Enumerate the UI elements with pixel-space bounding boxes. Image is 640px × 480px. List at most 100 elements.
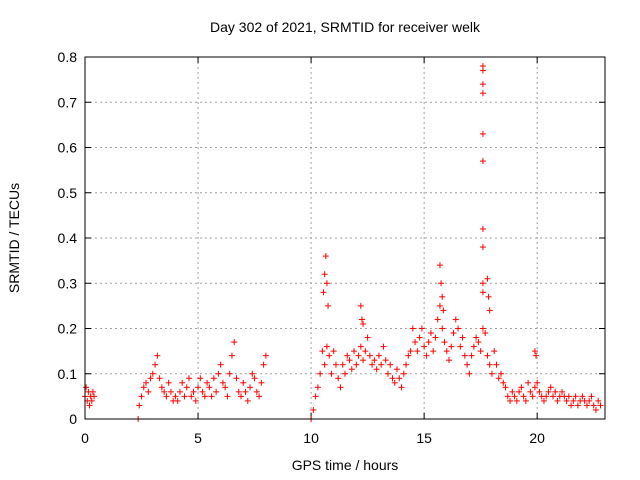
data-point	[357, 302, 364, 309]
data-point	[206, 384, 213, 391]
data-point	[430, 348, 437, 355]
data-point	[588, 393, 595, 400]
data-point	[595, 397, 602, 404]
data-point	[328, 370, 335, 377]
data-point	[149, 370, 156, 377]
data-point	[491, 348, 498, 355]
data-point	[174, 397, 181, 404]
data-point	[199, 388, 206, 395]
data-point	[319, 348, 326, 355]
data-point	[83, 384, 90, 391]
data-point	[475, 339, 482, 346]
y-tick-label: 0.5	[58, 185, 78, 201]
data-point	[332, 361, 339, 368]
data-point	[219, 379, 226, 386]
data-point	[412, 339, 419, 346]
data-point	[360, 357, 367, 364]
data-point	[262, 352, 269, 359]
data-point	[568, 402, 575, 409]
data-point	[459, 334, 466, 341]
data-point	[479, 225, 486, 232]
axis-ticks: 0 0.1 0.2 0.3 0.4 0.5 0.6 0.7 0.8 0 5 10 15 20	[58, 49, 605, 446]
data-point	[452, 316, 459, 323]
data-point	[522, 397, 529, 404]
y-tick-label: 0.6	[58, 140, 78, 156]
data-point	[421, 343, 428, 350]
data-point	[448, 343, 455, 350]
data-point	[373, 366, 380, 373]
data-point	[378, 361, 385, 368]
data-point	[545, 388, 552, 395]
data-point	[531, 348, 538, 355]
x-tick-label: 15	[416, 430, 432, 446]
data-point	[325, 302, 332, 309]
data-point	[498, 370, 504, 377]
data-point	[563, 397, 570, 404]
data-point	[353, 361, 360, 368]
data-point	[238, 393, 244, 400]
x-tick-label: 5	[194, 430, 202, 446]
data-point	[348, 366, 355, 373]
data-point	[527, 388, 534, 395]
data-point	[88, 397, 95, 404]
data-point	[188, 393, 195, 400]
data-point	[518, 384, 525, 391]
data-point	[423, 352, 430, 359]
data-point	[317, 370, 324, 377]
data-point	[145, 388, 152, 395]
data-point	[482, 330, 489, 337]
y-tick-label: 0	[69, 411, 77, 427]
data-point	[176, 388, 183, 395]
data-point	[358, 316, 365, 323]
data-point	[486, 361, 493, 368]
data-point	[446, 357, 452, 364]
data-point	[210, 375, 217, 382]
data-point	[375, 352, 382, 359]
data-point	[504, 393, 511, 400]
data-point	[484, 275, 491, 282]
data-point	[330, 348, 337, 355]
data-point	[364, 334, 371, 341]
data-point	[251, 375, 258, 382]
data-point	[516, 388, 523, 395]
data-point	[597, 402, 604, 409]
data-point	[154, 352, 161, 359]
data-point	[351, 348, 358, 355]
data-point	[552, 388, 559, 395]
data-point	[335, 375, 342, 382]
data-point	[384, 370, 391, 377]
data-point	[466, 370, 473, 377]
data-point	[387, 361, 394, 368]
data-point	[242, 388, 249, 395]
data-point	[183, 384, 190, 391]
data-point	[572, 393, 579, 400]
data-point	[579, 393, 586, 400]
data-point	[195, 384, 202, 391]
data-point	[418, 325, 425, 332]
data-point	[427, 330, 434, 337]
data-point	[391, 379, 398, 386]
data-point	[531, 384, 538, 391]
data-point	[231, 339, 238, 346]
data-point	[479, 280, 486, 287]
data-point	[382, 357, 389, 364]
data-point	[477, 348, 484, 355]
data-point	[533, 352, 540, 359]
data-point	[204, 379, 211, 386]
data-point	[156, 375, 163, 382]
data-point	[165, 379, 172, 386]
data-point	[520, 393, 527, 400]
data-point	[167, 388, 174, 395]
data-point	[362, 348, 369, 355]
data-point	[91, 393, 98, 400]
chart-title: Day 302 of 2021, SRMTID for receiver wel…	[210, 19, 481, 35]
data-point	[436, 302, 443, 309]
data-point	[479, 67, 486, 74]
data-point	[226, 370, 233, 377]
data-point	[228, 352, 235, 359]
data-point	[235, 388, 242, 395]
data-point	[249, 370, 256, 377]
data-point	[260, 361, 267, 368]
data-point	[536, 388, 543, 395]
